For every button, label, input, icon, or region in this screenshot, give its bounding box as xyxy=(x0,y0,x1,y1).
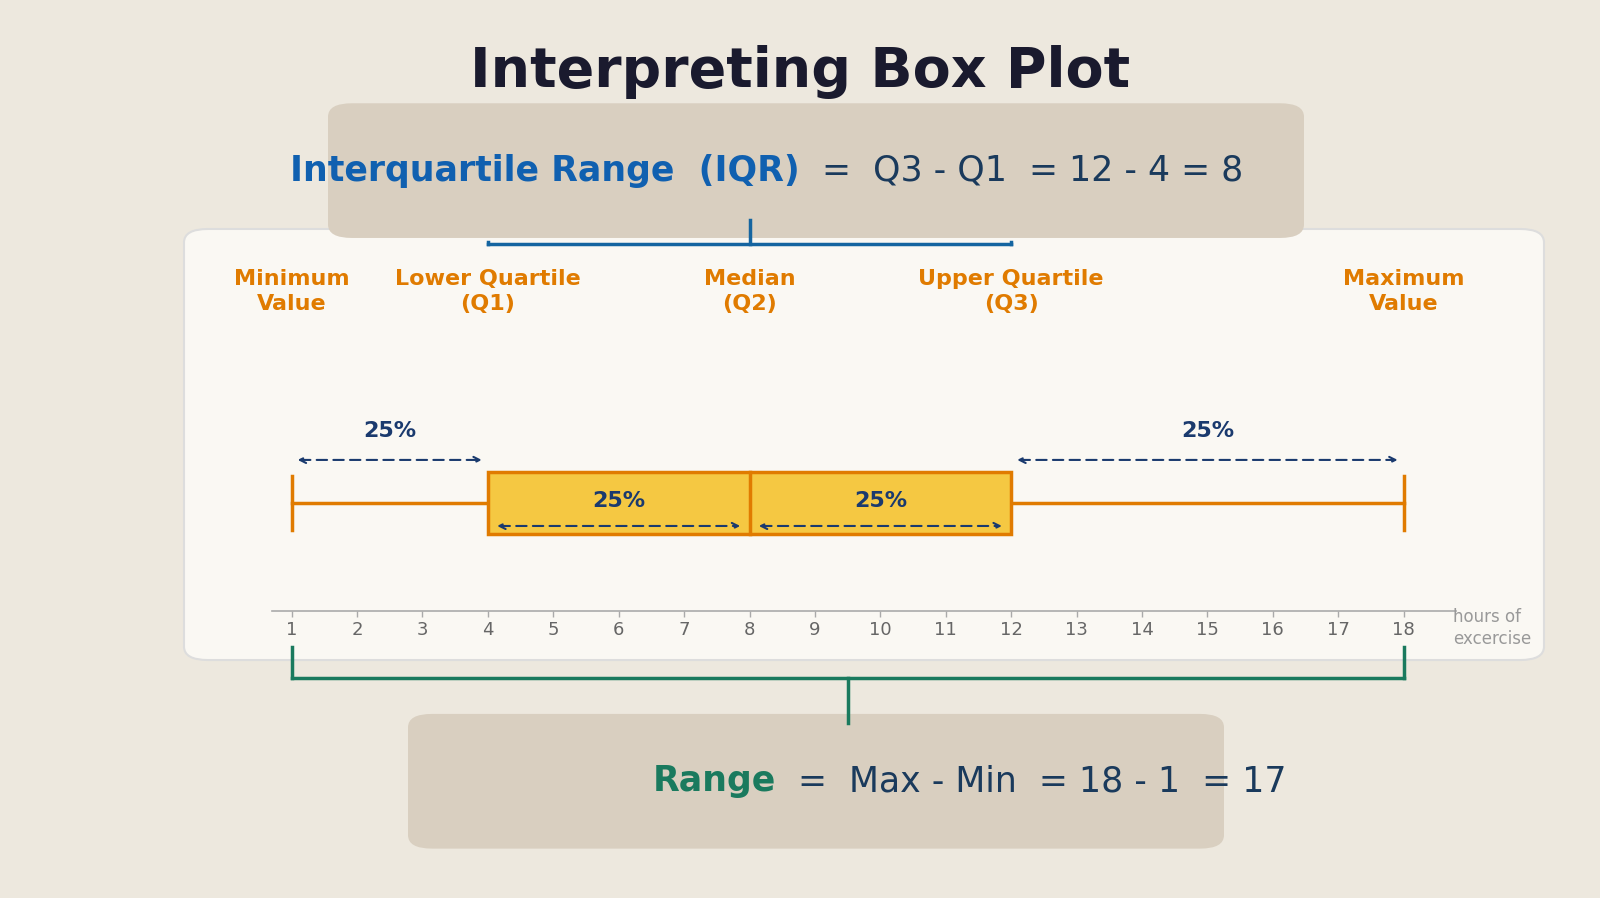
FancyBboxPatch shape xyxy=(328,103,1304,238)
FancyBboxPatch shape xyxy=(184,229,1544,660)
FancyBboxPatch shape xyxy=(408,714,1224,849)
Text: 25%: 25% xyxy=(854,490,907,511)
Text: Range: Range xyxy=(653,764,776,798)
Text: Upper Quartile
(Q3): Upper Quartile (Q3) xyxy=(918,269,1104,314)
Text: hours of
excercise: hours of excercise xyxy=(1453,608,1531,648)
Text: Minimum
Value: Minimum Value xyxy=(234,269,349,314)
Text: Interpreting Box Plot: Interpreting Box Plot xyxy=(470,45,1130,99)
Text: 25%: 25% xyxy=(363,421,416,441)
Text: Interquartile Range  (IQR): Interquartile Range (IQR) xyxy=(290,154,800,188)
Text: Median
(Q2): Median (Q2) xyxy=(704,269,795,314)
Text: Lower Quartile
(Q1): Lower Quartile (Q1) xyxy=(395,269,581,314)
Text: =  Max - Min  = 18 - 1  = 17: = Max - Min = 18 - 1 = 17 xyxy=(776,764,1286,798)
Text: =  Q3 - Q1  = 12 - 4 = 8: = Q3 - Q1 = 12 - 4 = 8 xyxy=(800,154,1243,188)
Text: Maximum
Value: Maximum Value xyxy=(1342,269,1464,314)
Text: 25%: 25% xyxy=(1181,421,1234,441)
Text: 25%: 25% xyxy=(592,490,645,511)
Bar xyxy=(488,472,1011,534)
